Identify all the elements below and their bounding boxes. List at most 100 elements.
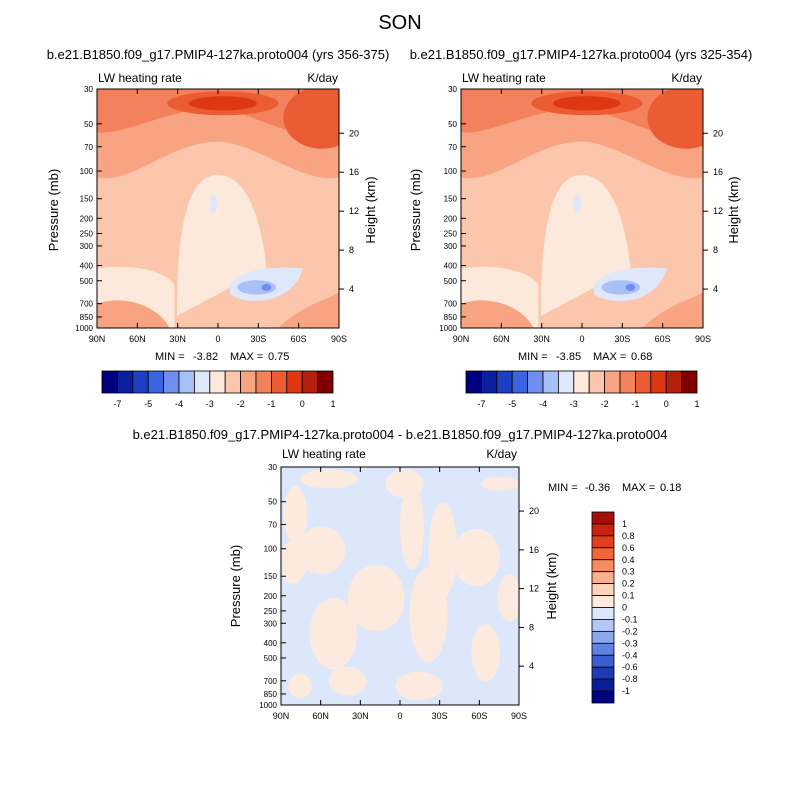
y-tick-label: 300: [264, 619, 278, 628]
y-tick-label: 700: [80, 300, 94, 309]
colorbar-label: -0.3: [622, 638, 638, 648]
panel-1-min-value: -3.82: [193, 351, 218, 363]
y-tick-label: 70: [448, 143, 457, 152]
colorbar-label: -4: [175, 399, 183, 409]
colorbar-swatch: [591, 535, 615, 549]
x-tick-label: 90N: [89, 334, 106, 344]
x-tick-label: 90N: [273, 711, 290, 721]
panel-2-colorbar: -7 -5 -4 -3 -2 -1 0 1: [465, 370, 700, 409]
y-tick-label: 400: [264, 639, 278, 648]
panel-2-unit-label: K/day: [671, 71, 702, 85]
y-tick-label: 500: [80, 277, 94, 286]
field-positive-patch: [347, 564, 405, 632]
height-tick-label: 4: [349, 284, 354, 294]
field-tropical-min: [176, 175, 267, 317]
colorbar-swatch: [591, 511, 615, 525]
height-tick-label: 16: [349, 167, 359, 177]
x-tick-label: 60N: [493, 334, 510, 344]
height-tick-label: 20: [713, 128, 723, 138]
height-tick-label: 12: [713, 206, 723, 216]
field-south-max: [647, 89, 703, 149]
panel-3-max-label: MAX =: [622, 482, 655, 494]
colorbar-swatch: [591, 666, 615, 680]
colorbar-label: 0.1: [622, 591, 635, 601]
field-small-blue: [209, 194, 217, 214]
height-tick-label: 8: [713, 245, 718, 255]
colorbar-label: 0.4: [622, 555, 635, 565]
panel-2-ylabel: Pressure (mb): [408, 169, 423, 251]
height-tick-label: 4: [529, 661, 534, 671]
field-upper-core: [97, 89, 339, 138]
panel-1-unit-label: K/day: [307, 71, 338, 85]
colorbar-swatch: [591, 607, 615, 620]
y-tick-label: 100: [80, 167, 94, 176]
x-tick-label: 90N: [453, 334, 470, 344]
x-tick-label: 0: [579, 334, 584, 344]
field-upper-core: [461, 89, 703, 138]
colorbar-swatch: [591, 583, 615, 596]
colorbar-swatch: [681, 370, 698, 394]
panel-3-variable-label: LW heating rate: [282, 447, 366, 461]
field-positive-patch: [395, 671, 443, 701]
panel-3-ylabel-right: Height (km): [544, 552, 559, 619]
y-tick-label: 200: [80, 214, 94, 223]
y-tick-label: 30: [448, 85, 457, 94]
y-tick-label: 200: [264, 592, 278, 601]
y-tick-label: 250: [80, 230, 94, 239]
field-positive-patch: [497, 574, 519, 622]
panel-3-axes: 90N 60N 30N 0 30S 60S 90S 30 50 70 100 150 200 250 300…: [259, 463, 539, 721]
field-lower-blue-peak: [261, 283, 272, 291]
colorbar-swatch: [591, 654, 615, 668]
field-positive-patch: [288, 674, 312, 698]
colorbar-label: -3: [570, 399, 578, 409]
height-tick-label: 16: [529, 545, 539, 555]
panel-3-unit-label: K/day: [486, 447, 517, 461]
field-positive-patch: [328, 666, 367, 696]
y-tick-label: 50: [448, 120, 457, 129]
panel-2-variable-label: LW heating rate: [462, 71, 546, 85]
y-tick-label: 400: [80, 262, 94, 271]
colorbar-label: -0.4: [622, 650, 638, 660]
panel-3-field: [281, 467, 519, 705]
y-tick-label: 850: [264, 690, 278, 699]
field-surface-north: [97, 300, 170, 328]
y-tick-label: 1000: [75, 324, 93, 333]
y-tick-label: 70: [84, 143, 93, 152]
y-tick-label: 850: [444, 313, 458, 322]
field-surface-south: [642, 292, 703, 328]
colorbar-swatch: [591, 619, 615, 632]
field-tropical-min: [540, 175, 631, 317]
y-tick-label: 400: [444, 262, 458, 271]
colorbar-label: -0.1: [622, 614, 638, 624]
panel-1-field: [97, 89, 339, 328]
colorbar-label: 0: [622, 603, 627, 613]
height-tick-label: 20: [529, 506, 539, 516]
y-tick-label: 70: [268, 521, 277, 530]
colorbar-swatch: [591, 690, 615, 704]
colorbar-swatch: [591, 678, 615, 692]
colorbar-label: -5: [144, 399, 152, 409]
field-surface-south: [278, 292, 339, 328]
colorbar-label: 0.6: [622, 543, 635, 553]
panel-2-subtitle: b.e21.B1850.f09_g17.PMIP4-127ka.proto004…: [409, 47, 753, 62]
colorbar-label: 0.8: [622, 531, 635, 541]
field-positive-patch: [452, 528, 500, 586]
x-tick-label: 60S: [291, 334, 307, 344]
colorbar-swatch: [591, 571, 615, 585]
y-tick-label: 100: [264, 545, 278, 554]
y-tick-label: 300: [80, 242, 94, 251]
x-tick-label: 60S: [471, 711, 487, 721]
y-tick-label: 150: [264, 572, 278, 581]
panel-2-max-label: MAX =: [593, 351, 626, 363]
height-tick-label: 20: [349, 128, 359, 138]
x-tick-label: 30N: [352, 711, 369, 721]
field-positive-patch: [283, 486, 308, 544]
field-positive-patch: [409, 566, 448, 663]
field-positive-patch: [309, 597, 358, 670]
x-tick-label: 30S: [614, 334, 630, 344]
y-tick-label: 700: [444, 300, 458, 309]
panel-3-subtitle: b.e21.B1850.f09_g17.PMIP4-127ka.proto004…: [132, 427, 668, 442]
y-tick-label: 500: [264, 654, 278, 663]
panel-3-colorbar: 1 0.8 0.6 0.4 0.3 0.2 0.1 0-0.1 -0.2 -0.3 -0.4 -0.6…: [591, 511, 638, 704]
colorbar-label: -4: [539, 399, 547, 409]
